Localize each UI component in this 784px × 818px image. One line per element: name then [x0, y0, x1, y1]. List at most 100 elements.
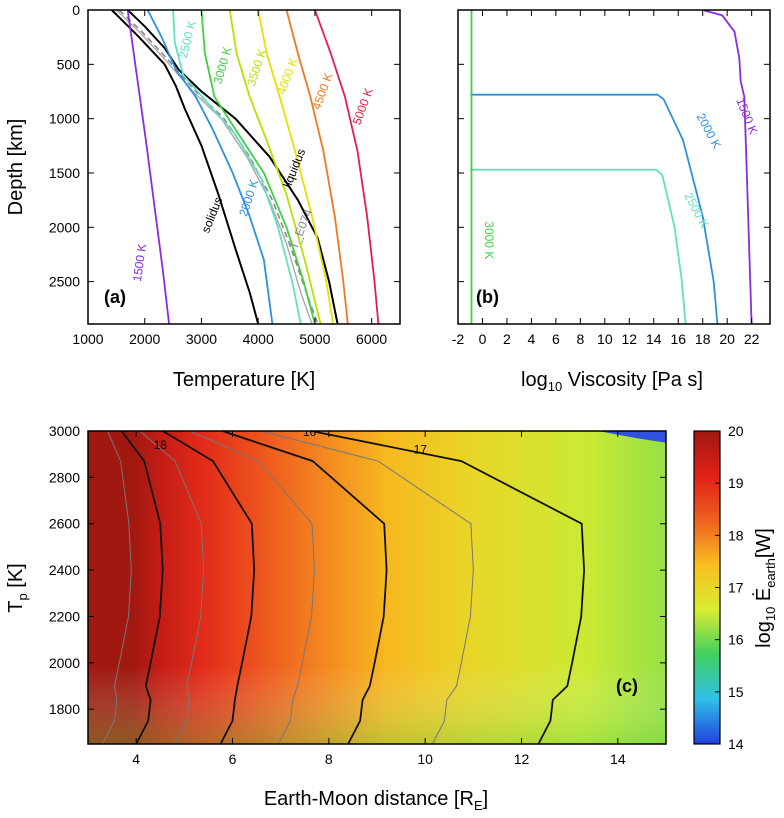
- panel-b-series-2000-k: [470, 93, 719, 324]
- colorbar-tick-label: 15: [728, 684, 744, 700]
- panel-c-ytick-label: 2000: [49, 655, 80, 671]
- contour-label-18: 18: [154, 438, 168, 452]
- panel-b-xtick-label: 8: [576, 331, 584, 347]
- panel-a-xtick-label: 5000: [299, 331, 330, 347]
- panel-a-ytick-label: 1000: [49, 111, 80, 127]
- panel-b-frame: [457, 9, 771, 325]
- colorbar-tick-label: 14: [728, 736, 744, 752]
- panel-b-label: (b): [476, 287, 499, 307]
- heatmap-shade: [88, 431, 666, 744]
- panel-b-xtick-label: 10: [597, 331, 613, 347]
- colorbar-ticks: 14 15 16 17 18 19 20: [715, 423, 744, 752]
- panel-b-annotation-2500-k: 2500 K: [681, 190, 711, 230]
- panel-a-annotation-solidus: solidus: [198, 195, 225, 235]
- contour-19: [139, 431, 205, 744]
- panel-c-ytick-label: 2800: [49, 469, 80, 485]
- panel-a-ytick-label: 2000: [49, 219, 80, 235]
- panel-a-annotation-5000-k: 5000 K: [350, 86, 376, 127]
- panel-a-series-1500-k: [126, 10, 170, 324]
- panel-c-xlabel: Earth-Moon distance [RE]: [264, 788, 488, 813]
- panel-c-frame: [87, 430, 667, 745]
- panel-a-ytick-label: 500: [57, 56, 81, 72]
- panel-b-xtick-label: 14: [646, 331, 662, 347]
- heatmap-corner-low: [598, 431, 666, 443]
- panel-c-xtick-label: 14: [610, 751, 626, 767]
- panel-a-xtick-label: 3000: [186, 331, 217, 347]
- panel-b-annotation-3000-k: 3000 K: [482, 221, 496, 259]
- contour-20: [101, 431, 132, 744]
- panel-a-xtick-label: 4000: [243, 331, 274, 347]
- panel-a-annotation-3000-k: 3000 K: [211, 45, 235, 85]
- panel-a-xtick-label: 1000: [72, 331, 103, 347]
- panel-b-xtick-label: 0: [479, 331, 487, 347]
- panel-a-annotation-4000-k: 4000 K: [274, 56, 300, 97]
- panel-a-series-3500-k: [228, 10, 322, 324]
- contour-17-5: [222, 431, 388, 744]
- panel-a-annotation-2000-k: 2000 K: [236, 178, 261, 219]
- contour-18-5: [162, 431, 256, 744]
- panel-b-plot-area: 1500 K 2000 K 2500 K 3000 K: [470, 10, 760, 324]
- panel-c-xtick-label: 4: [132, 751, 140, 767]
- panel-b-axes: -2 0 2 4 6 8 10 12 14 16 18 20 22: [452, 9, 770, 347]
- colorbar-tick-label: 20: [728, 423, 744, 439]
- panel-a-series-4500-k: [285, 10, 349, 324]
- panel-a-series-4000-k: [257, 10, 334, 324]
- panel-a-xtick-label: 2000: [129, 331, 160, 347]
- colorbar-tick-label: 18: [728, 527, 744, 543]
- panel-a-annotation-1500-k: 1500 K: [130, 243, 149, 283]
- panel-c-xtick-label: 12: [514, 751, 530, 767]
- panel-a-xlabel: Temperature [K]: [173, 369, 315, 391]
- panel-a-series-2500-k: [172, 10, 302, 324]
- panel-a-ytick-label: 0: [72, 2, 80, 18]
- panel-a-axes: 1000 2000 3000 4000 5000 6000 0 500 1000 1500 2000…: [49, 2, 400, 347]
- panel-c-label: (c): [616, 676, 638, 696]
- panel-b-xtick-label: 4: [528, 331, 536, 347]
- panel-b-annotation-1500-k: 1500 K: [733, 96, 760, 137]
- contour-18: [189, 431, 315, 744]
- panel-a-ytick-label: 1500: [49, 165, 80, 181]
- panel-b: 1500 K 2000 K 2500 K 3000 K -2 0 2 4 6 8 10 12 14 16…: [452, 9, 771, 394]
- panel-a-series-solidus: [111, 10, 260, 324]
- panel-c-ytick-label: 1800: [49, 701, 80, 717]
- colorbar-label: log10 Ėearth[W]: [752, 528, 778, 648]
- colorbar-tick-label: 17: [728, 580, 744, 596]
- panel-c-axes: 4 6 8 10 12 14 1800 2000 2200 2400 2600 2800 3000: [49, 423, 666, 767]
- panel-c-xtick-label: 6: [229, 751, 237, 767]
- panel-b-xtick-label: 16: [670, 331, 686, 347]
- contour-17: [261, 431, 474, 744]
- panel-b-xtick-label: 6: [552, 331, 560, 347]
- panel-b-xtick-label: 18: [695, 331, 711, 347]
- colorbar-tick-label: 16: [728, 632, 744, 648]
- panel-b-series-1500-k: [702, 10, 753, 324]
- panel-a-xtick-label: 6000: [356, 331, 387, 347]
- contour-label-16: 16: [303, 425, 317, 439]
- panel-c-xtick-label: 8: [325, 751, 333, 767]
- panel-c: 18 17 16 4 6 8 10 12 14 1800 2000 2200 2400 2600 2800…: [5, 423, 667, 813]
- panel-a-ytick-label: 2500: [49, 274, 80, 290]
- panel-a-series-5000-k: [314, 10, 380, 324]
- panel-a-series-line-3: [115, 10, 313, 324]
- panel-b-xtick-label: 12: [622, 331, 638, 347]
- colorbar: 14 15 16 17 18 19 20 log10 Ėearth[W]: [693, 423, 778, 752]
- panel-b-xtick-label: 22: [744, 331, 760, 347]
- panel-a-ylabel: Depth [km]: [5, 119, 27, 216]
- colorbar-tick-label: 19: [728, 475, 744, 491]
- panel-b-annotation-2000-k: 2000 K: [694, 111, 724, 151]
- panel-a-series-liquidus: [127, 10, 339, 324]
- panel-a-annotation-2500-k: 2500 K: [176, 19, 199, 59]
- panel-b-xtick-label: 20: [719, 331, 735, 347]
- panel-c-ytick-label: 2200: [49, 608, 80, 624]
- panel-c-ytick-label: 2400: [49, 562, 80, 578]
- panel-c-ytick-label: 2600: [49, 516, 80, 532]
- panel-a-series-2000-k: [146, 10, 274, 324]
- panel-c-ytick-label: 3000: [49, 423, 80, 439]
- panel-a-annotation-3500-k: 3500 K: [244, 47, 269, 88]
- panel-a-annotation-4500-k: 4500 K: [309, 71, 335, 112]
- contour-16-5: [311, 431, 586, 744]
- contour-19-5: [120, 431, 164, 744]
- panel-b-series-2500-k: [470, 168, 687, 324]
- panel-a-frame: [87, 9, 401, 325]
